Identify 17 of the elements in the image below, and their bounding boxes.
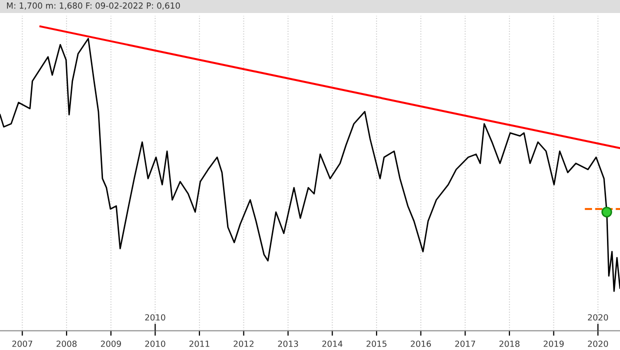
x-tick-label: 2007: [12, 340, 32, 347]
x-tick-label: 2016: [410, 340, 431, 347]
x-tick-label: 2010: [145, 340, 166, 347]
x-tick-label: 2008: [56, 340, 77, 347]
x-tick-label: 2015: [366, 340, 386, 347]
x-tick-label: 2012: [234, 340, 254, 347]
x-tick-label: 2014: [322, 340, 342, 347]
x2-tick-label: 2020: [588, 314, 608, 321]
x-tick-label: 2011: [189, 340, 210, 347]
x-tick-label: 2013: [278, 340, 298, 347]
x2-tick-label: 2010: [145, 314, 166, 321]
x-tick-label: 2017: [455, 340, 476, 347]
x-tick-label: 2019: [544, 340, 564, 347]
x-tick-label: 2009: [100, 340, 121, 347]
x-tick-label: 2020: [588, 340, 608, 347]
chart-subtitle: M: 1,700 m: 1,680 F: 09-02-2022 P: 0,610: [7, 2, 180, 10]
x-tick-label: 2018: [499, 340, 520, 347]
